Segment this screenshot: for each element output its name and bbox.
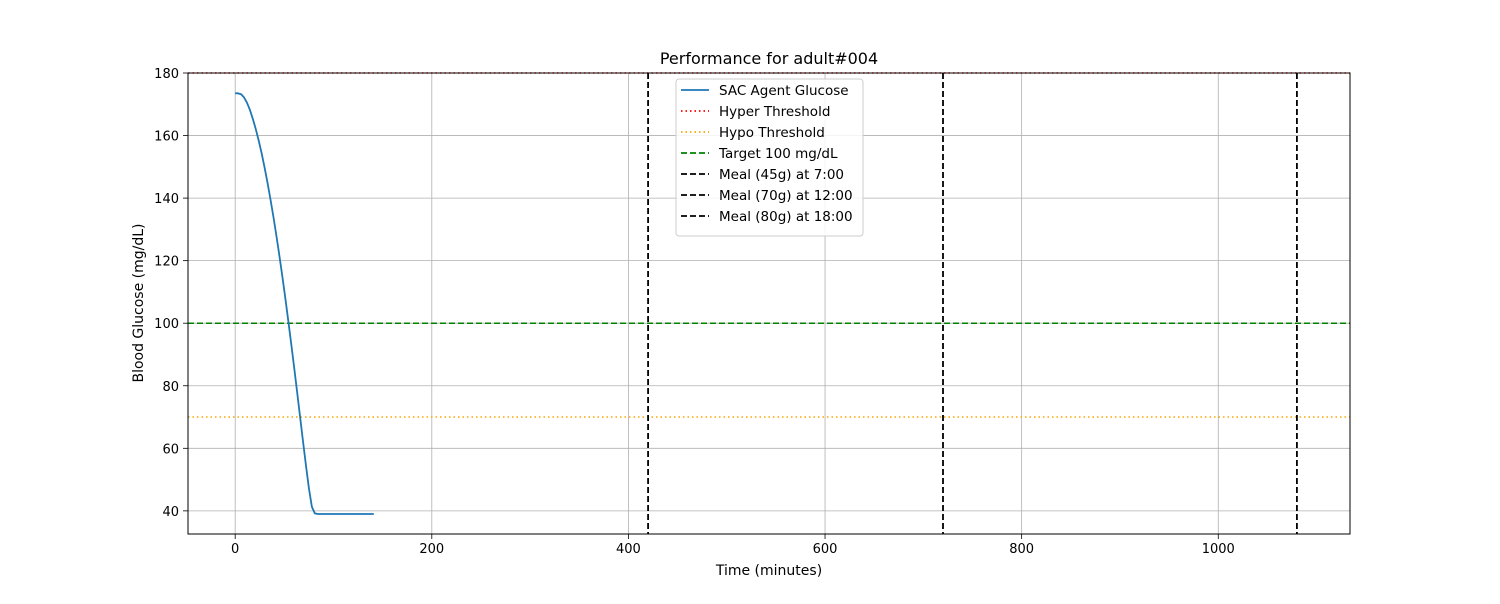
y-tick-label: 40 [162,505,179,520]
legend: SAC Agent Glucose Hyper Threshold Hypo Thr… [675,78,864,237]
y-tick-label: 140 [154,192,179,207]
legend-label: Target 100 mg/dL [718,146,838,162]
y-axis-label: Blood Glucose (mg/dL) [131,223,147,382]
x-tick-label: 600 [813,542,838,557]
x-tick-label: 200 [419,542,444,557]
legend-label: Hyper Threshold [719,104,830,120]
y-tick-label: 80 [162,380,179,395]
legend-label: Meal (45g) at 7:00 [719,167,844,183]
legend-box [675,78,864,237]
y-tick-label: 180 [154,67,179,82]
y-tick-label: 160 [154,130,179,145]
y-tick-label: 100 [154,317,179,332]
legend-label: Hypo Threshold [719,125,825,141]
x-tick-label: 800 [1009,542,1034,557]
series-line-sac-agent-glucose [235,92,374,515]
legend-label: SAC Agent Glucose [719,83,849,99]
tick-layer: 0 200 400 600 800 1000 40 60 80 100 120 140 160 180 [154,67,1235,557]
series-layer [235,92,374,515]
y-tick-label: 60 [162,442,179,457]
x-tick-label: 400 [616,542,641,557]
x-tick-label: 1000 [1202,542,1235,557]
y-tick-label: 120 [154,255,179,270]
plot-frame [187,72,1351,535]
x-axis-label: Time (minutes) [715,563,822,579]
x-tick-label: 0 [231,542,239,557]
legend-label: Meal (70g) at 12:00 [719,188,853,204]
chart-title: Performance for adult#004 [660,49,878,68]
legend-label: Meal (80g) at 18:00 [719,209,853,225]
